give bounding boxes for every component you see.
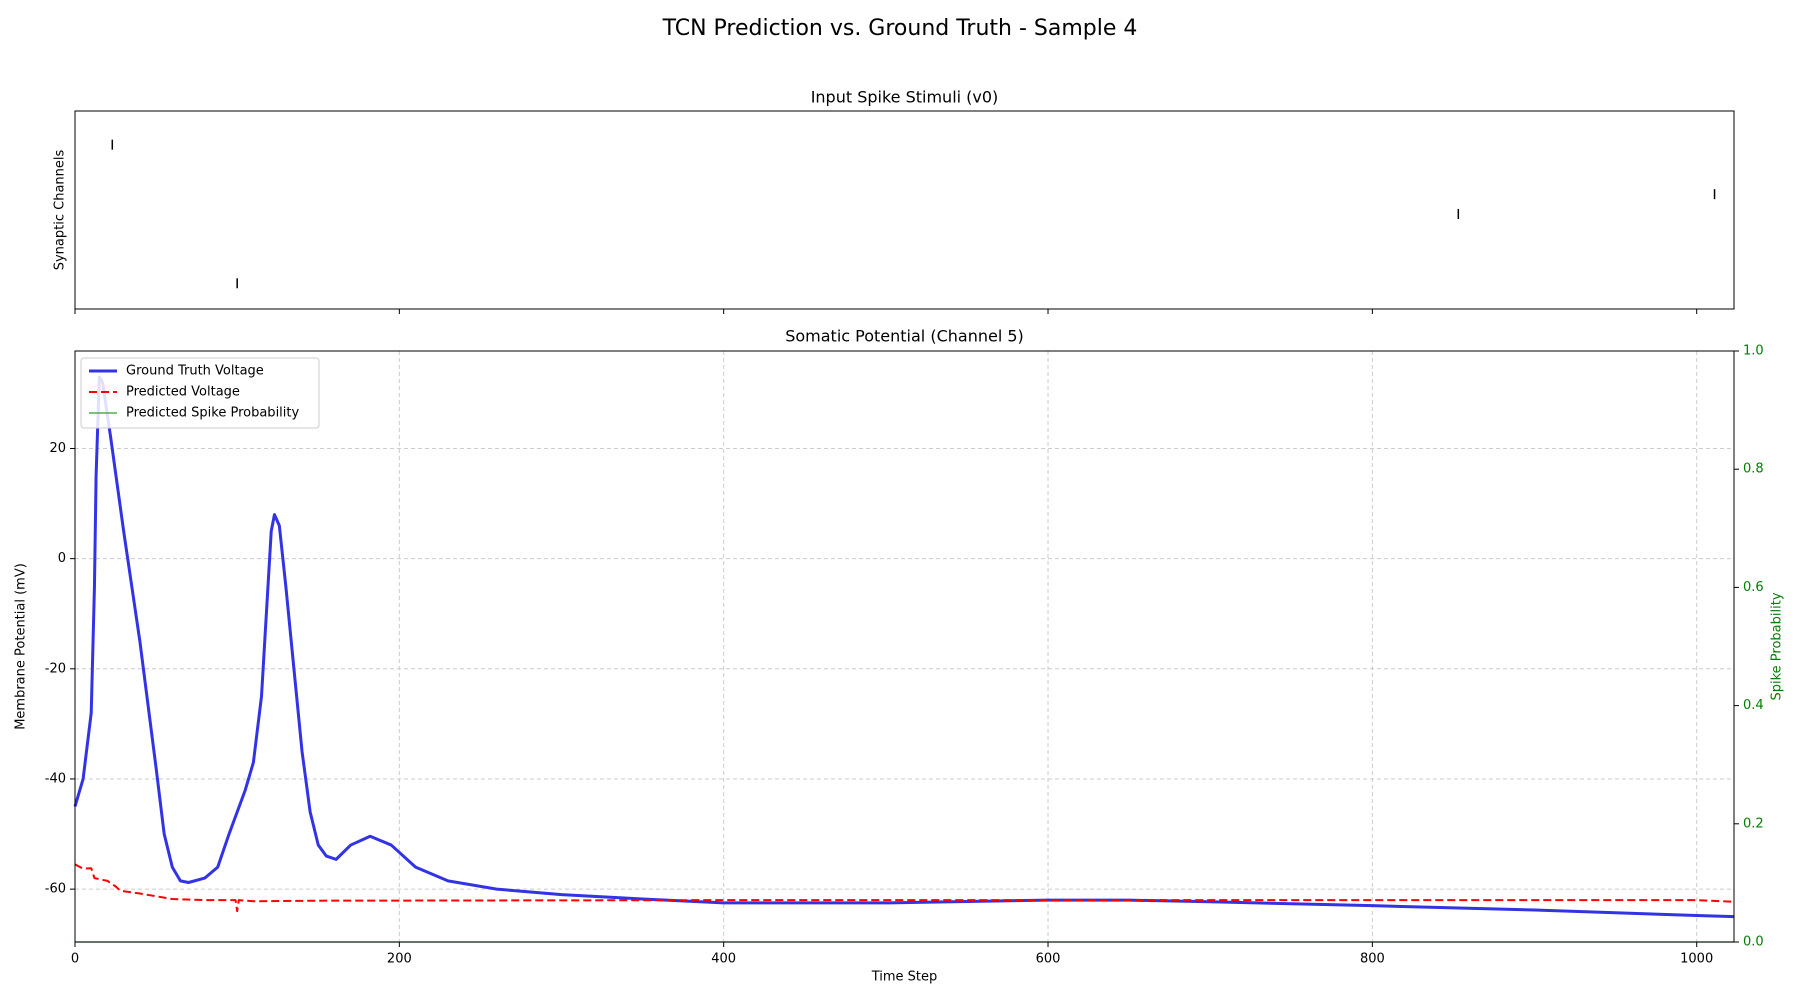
y2-tick-label: 0.4 (1743, 698, 1764, 713)
legend-label: Ground Truth Voltage (126, 364, 264, 379)
y2-axis-label: Spike Probability (1770, 592, 1785, 700)
y-axis-label: Membrane Potential (mV) (14, 563, 29, 730)
legend-label: Predicted Spike Probability (126, 406, 299, 421)
y2-tick-label: 0.6 (1743, 580, 1764, 595)
series-line (74, 863, 1735, 913)
figure-title: TCN Prediction vs. Ground Truth - Sample… (662, 16, 1138, 41)
y2-tick-label: 0.0 (1743, 935, 1764, 950)
series-line (73, 375, 1735, 919)
y-tick-label: 20 (49, 441, 66, 456)
y-axis-label: Synaptic Channels (53, 150, 68, 271)
y-tick-label: -20 (45, 661, 66, 676)
y2-tick-label: 1.0 (1743, 344, 1764, 359)
legend-box (80, 357, 320, 429)
x-tick-label: 800 (1360, 952, 1385, 967)
axes-title: Somatic Potential (Channel 5) (785, 327, 1024, 346)
y2-tick-label: 0.8 (1743, 462, 1764, 477)
x-tick-label: 600 (1036, 952, 1061, 967)
axes-frame (74, 110, 1735, 310)
x-tick-label: 0 (71, 952, 79, 967)
x-axis-label: Time Step (871, 970, 938, 985)
x-tick-label: 400 (711, 952, 736, 967)
axes-frame (74, 350, 1735, 943)
y-tick-label: -40 (45, 771, 66, 786)
x-tick-label: 1000 (1680, 952, 1713, 967)
axes-title: Input Spike Stimuli (v0) (811, 88, 999, 107)
y-tick-label: -60 (45, 882, 66, 897)
legend-label: Predicted Voltage (126, 385, 240, 400)
y2-tick-label: 0.2 (1743, 816, 1764, 831)
y-tick-label: 0 (58, 551, 66, 566)
x-tick-label: 200 (387, 952, 412, 967)
